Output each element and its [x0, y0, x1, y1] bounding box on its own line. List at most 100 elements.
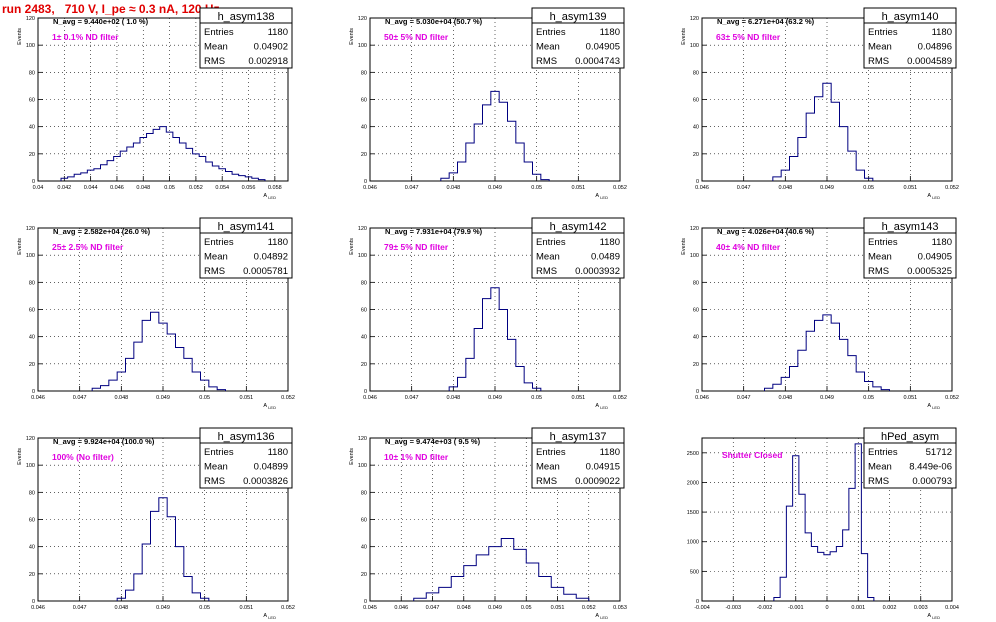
x-axis-title: A LED	[927, 403, 940, 410]
y-tick-label: 0	[364, 599, 367, 605]
x-tick-label: 0.052	[945, 395, 959, 401]
histogram-panel-h_asym139: 0.046 0.047 0.048 0.049 0.05 0.051 0.052 0 20 40 6…	[349, 7, 627, 200]
histogram-panel-hPed_asym: -0.004 -0.003 -0.002 -0.001 0 0.001 0.002 0.003…	[687, 427, 959, 620]
navg-label: N_avg = 4.026e+04 (40.6 %)	[717, 227, 815, 236]
y-tick-label: 60	[693, 308, 699, 314]
histogram-series	[448, 287, 542, 391]
histogram-name: h_asym137	[550, 431, 607, 443]
x-tick-label: -0.002	[757, 605, 773, 611]
filter-label: 25± 2.5% ND filter	[52, 242, 124, 252]
y-tick-label: 40	[29, 125, 35, 131]
y-tick-label: 20	[361, 572, 367, 578]
x-tick-label: 0.049	[488, 395, 502, 401]
stats-box	[863, 217, 957, 279]
stats-label: RMS	[536, 266, 557, 277]
x-tick-label: 0.049	[156, 605, 170, 611]
x-tick-label: 0.048	[136, 185, 150, 191]
stats-value: 0.04892	[254, 252, 288, 263]
x-tick-label: 0.048	[446, 395, 460, 401]
stats-label: Mean	[536, 252, 560, 263]
x-tick-label: 0.052	[281, 605, 295, 611]
stats-value: 0.04899	[254, 462, 288, 473]
histogram-name: hPed_asym	[881, 431, 939, 443]
x-tick-label: 0.049	[488, 185, 502, 191]
y-axis-title: Events	[349, 238, 355, 255]
filter-label: 10± 1% ND filter	[384, 452, 449, 462]
x-tick-label: 0.049	[820, 395, 834, 401]
stats-label: Entries	[536, 237, 566, 248]
x-tick-label: 0.047	[426, 605, 440, 611]
y-tick-label: 60	[361, 98, 367, 104]
x-tick-label: 0.051	[571, 395, 585, 401]
histogram-series	[440, 90, 550, 181]
stats-label: RMS	[868, 56, 889, 67]
stats-value: 0.002918	[248, 56, 288, 67]
stats-label: Entries	[536, 27, 566, 38]
filter-label: Shutter Closed	[722, 450, 782, 460]
x-axis-title: A LED	[595, 613, 608, 620]
y-tick-label: 40	[29, 545, 35, 551]
filter-label: 50± 5% ND filter	[384, 32, 449, 42]
x-tick-label: 0.052	[582, 605, 596, 611]
y-tick-label: 120	[358, 226, 367, 232]
y-tick-label: 20	[29, 152, 35, 158]
stats-value: 0.04915	[586, 462, 620, 473]
stats-value: 0.04902	[254, 42, 288, 53]
x-tick-label: 0.047	[73, 395, 87, 401]
x-tick-label: 0.045	[363, 605, 377, 611]
stats-value: 1180	[268, 447, 288, 458]
x-tick-label: 0.042	[57, 185, 71, 191]
histogram-series	[772, 82, 874, 181]
y-tick-label: 2500	[687, 451, 699, 457]
y-tick-label: 100	[26, 463, 35, 469]
x-axis-title: A LED	[927, 193, 940, 200]
stats-label: Entries	[204, 237, 234, 248]
x-axis-title: A LED	[927, 613, 940, 620]
x-tick-label: 0.002	[883, 605, 897, 611]
x-tick-label: 0.058	[268, 185, 282, 191]
y-tick-label: 80	[361, 490, 367, 496]
stats-label: Mean	[868, 462, 892, 473]
x-tick-label: 0.051	[903, 185, 917, 191]
y-axis-title: Events	[17, 238, 23, 255]
x-tick-label: 0.051	[571, 185, 585, 191]
stats-label: RMS	[204, 476, 225, 487]
stats-box	[531, 7, 625, 69]
y-tick-label: 60	[29, 308, 35, 314]
stats-label: Mean	[868, 42, 892, 53]
y-tick-label: 100	[690, 43, 699, 49]
y-tick-label: 120	[358, 436, 367, 442]
y-tick-label: 100	[690, 253, 699, 259]
stats-value: 0.0005781	[243, 266, 288, 277]
stats-value: 1180	[268, 27, 288, 38]
stats-label: Mean	[868, 252, 892, 263]
stats-label: Mean	[204, 462, 228, 473]
x-tick-label: 0.049	[156, 395, 170, 401]
stats-value: 1180	[932, 237, 952, 248]
histogram-name: h_asym136	[218, 431, 275, 443]
x-tick-label: 0.047	[405, 185, 419, 191]
y-tick-label: 20	[29, 362, 35, 368]
x-tick-label: 0.05	[199, 605, 210, 611]
stats-label: Mean	[536, 42, 560, 53]
x-tick-label: 0.046	[363, 395, 377, 401]
navg-label: N_avg = 6.271e+04 (63.2 %)	[717, 17, 815, 26]
stats-value: 0.0489	[591, 252, 620, 263]
stats-label: RMS	[204, 56, 225, 67]
y-axis-title: Events	[681, 28, 687, 45]
x-tick-label: 0.05	[531, 395, 542, 401]
histogram-panel-h_asym136: 0.046 0.047 0.048 0.049 0.05 0.051 0.052 0 20 40 6…	[17, 427, 295, 620]
y-tick-label: 0	[696, 389, 699, 395]
stats-value: 0.0004743	[575, 56, 620, 67]
x-tick-label: 0.047	[737, 395, 751, 401]
y-tick-label: 40	[361, 335, 367, 341]
x-tick-label: 0.046	[394, 605, 408, 611]
x-tick-label: 0.056	[242, 185, 256, 191]
stats-value: 8.449e-06	[909, 462, 952, 473]
navg-label: N_avg = 9.474e+03 ( 9.5 %)	[385, 437, 481, 446]
x-tick-label: 0.051	[239, 395, 253, 401]
y-tick-label: 20	[693, 362, 699, 368]
histogram-name: h_asym139	[550, 11, 607, 23]
histogram-name: h_asym138	[218, 11, 275, 23]
histogram-series	[764, 314, 890, 391]
